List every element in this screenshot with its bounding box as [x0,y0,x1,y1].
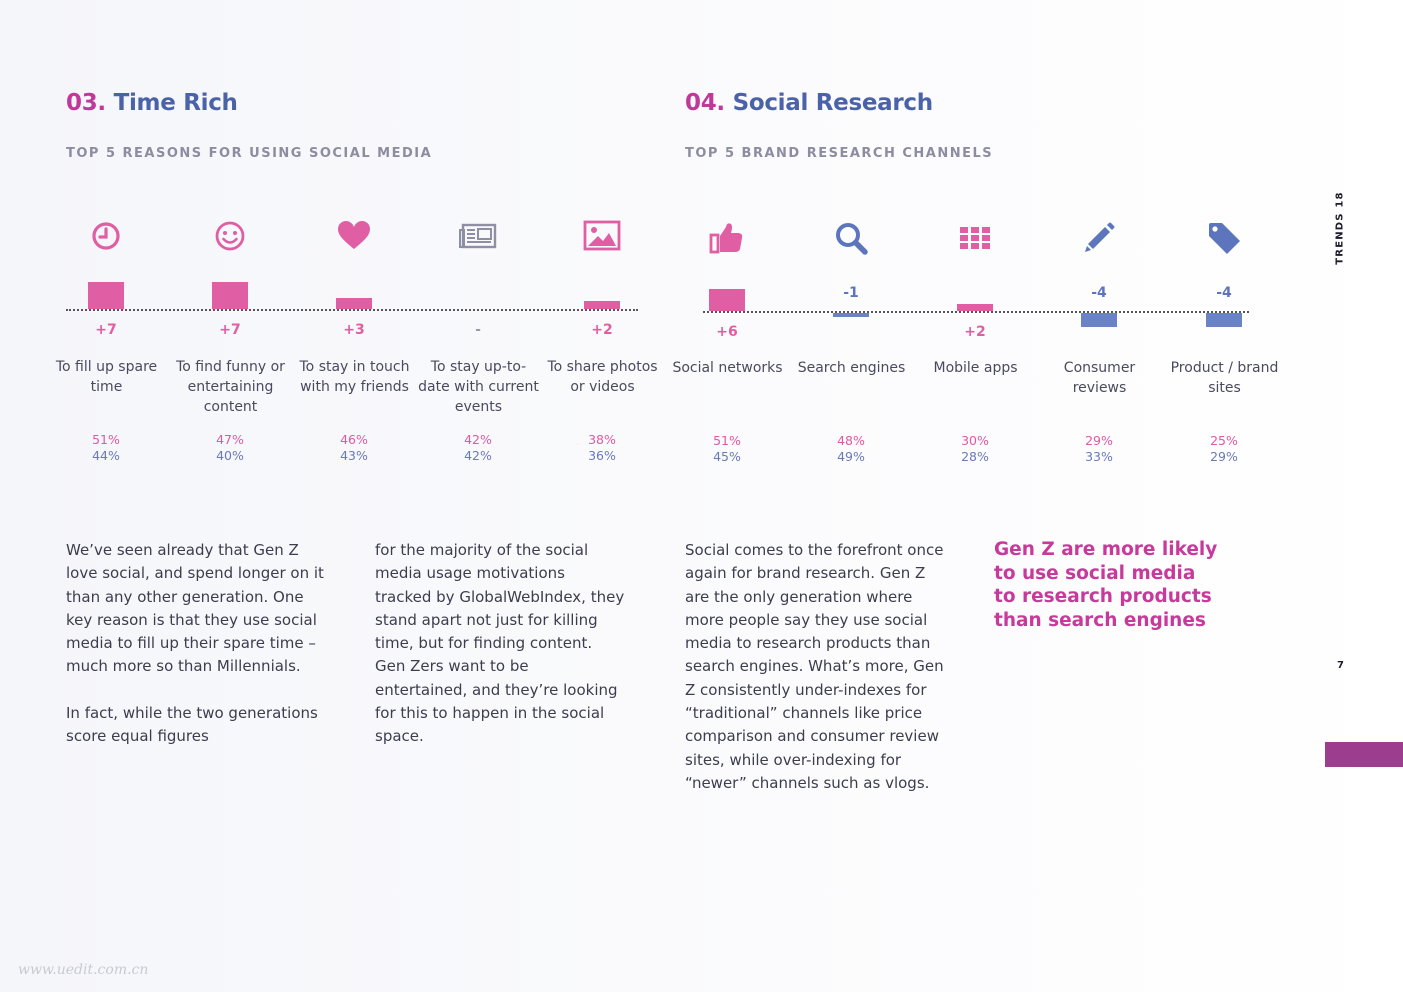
percentage-pair: 46% 43% [314,432,394,464]
heart-icon [334,216,374,256]
category-label: Social networks [672,360,783,376]
side-brand-label: TRENDS 18 [1334,191,1346,265]
delta-bar [88,282,124,309]
apps-grid-icon [955,218,995,258]
thumbs-up-icon [707,218,747,258]
section-04-subtitle: TOP 5 BRAND RESEARCH CHANNELS [685,146,994,161]
delta-label: -4 [1216,285,1232,301]
delta-bar [336,297,372,309]
percentage-pair: 47% 40% [190,432,270,464]
percentage-pair: 51% 44% [66,432,146,464]
category-label: To find funny or entertaining content [176,359,285,415]
pull-quote: Gen Z are more likely to use social medi… [994,539,1218,631]
category-label: Consumer reviews [1063,360,1136,396]
delta-label: +3 [343,322,365,338]
body-paragraph: Social comes to the forefront once again… [685,541,944,792]
delta-label: -1 [843,285,859,301]
millennials-percent: 49% [837,449,865,464]
category-label: Search engines [797,360,906,376]
percentage-pair: 42% 42% [438,432,518,464]
delta-bar [957,303,993,311]
watermark: www.uedit.com.cn [18,962,149,978]
section-03-title: 03. Time Rich [66,90,238,116]
percentage-pair: 29% 33% [1059,433,1139,465]
category-label: Product / brand sites [1170,360,1279,396]
delta-label: +2 [591,322,613,338]
clock-icon [86,216,126,256]
delta-label: +7 [95,322,117,338]
delta-bar [1081,313,1117,328]
gen-z-percent: 25% [1210,433,1238,448]
category-label: Mobile apps [933,360,1018,376]
delta-bar [584,301,620,309]
baseline-divider [703,311,1249,313]
body-column-1: We’ve seen already that Gen Z love socia… [66,539,331,772]
millennials-percent: 28% [961,449,989,464]
percentage-pair: 30% 28% [935,433,1015,465]
pencil-icon [1079,218,1119,258]
gen-z-percent: 51% [92,432,120,447]
gen-z-percent: 48% [837,433,865,448]
millennials-percent: 33% [1085,449,1113,464]
gen-z-percent: 46% [340,432,368,447]
gen-z-percent: 29% [1085,433,1113,448]
gen-z-percent: 42% [464,432,492,447]
percentage-pair: 51% 45% [687,433,767,465]
category-label: To share photos or videos [547,359,658,395]
delta-label: +6 [716,324,738,340]
baseline-divider [66,309,638,311]
smiley-icon [210,216,250,256]
millennials-percent: 29% [1210,449,1238,464]
delta-label: +2 [964,324,986,340]
newspaper-icon [458,216,498,256]
gen-z-percent: 38% [588,432,616,447]
image-icon [582,216,622,256]
delta-label: - [475,322,481,338]
millennials-percent: 36% [588,448,616,463]
gen-z-percent: 30% [961,433,989,448]
millennials-percent: 44% [92,448,120,463]
gen-z-percent: 51% [713,433,741,448]
gen-z-percent: 47% [216,432,244,447]
tag-icon [1204,218,1244,258]
page-tab-marker [1325,742,1403,767]
millennials-percent: 45% [713,449,741,464]
body-paragraph: We’ve seen already that Gen Z love socia… [66,541,324,676]
body-column-3: Social comes to the forefront once again… [685,539,947,819]
category-label: To stay in touch with my friends [299,359,410,395]
body-paragraph: for the majority of the social media usa… [375,541,625,746]
percentage-pair: 38% 36% [562,432,642,464]
delta-bar [833,313,869,317]
section-04-title: 04. Social Research [685,90,933,116]
body-paragraph: In fact, while the two generations score… [66,704,318,746]
search-icon [831,218,871,258]
category-label: To fill up spare time [55,359,158,395]
millennials-percent: 40% [216,448,244,463]
category-label: To stay up-to-date with current events [418,359,539,415]
page-number: 7 [1337,660,1344,671]
section-03-subtitle: TOP 5 REASONS FOR USING SOCIAL MEDIA [66,146,433,161]
millennials-percent: 42% [464,448,492,463]
percentage-pair: 25% 29% [1184,433,1264,465]
percentage-pair: 48% 49% [811,433,891,465]
delta-bar [212,282,248,309]
delta-bar [1206,313,1242,328]
delta-bar [709,289,745,311]
millennials-percent: 43% [340,448,368,463]
body-column-2: for the majority of the social media usa… [375,539,625,772]
delta-label: +7 [219,322,241,338]
delta-label: -4 [1091,285,1107,301]
